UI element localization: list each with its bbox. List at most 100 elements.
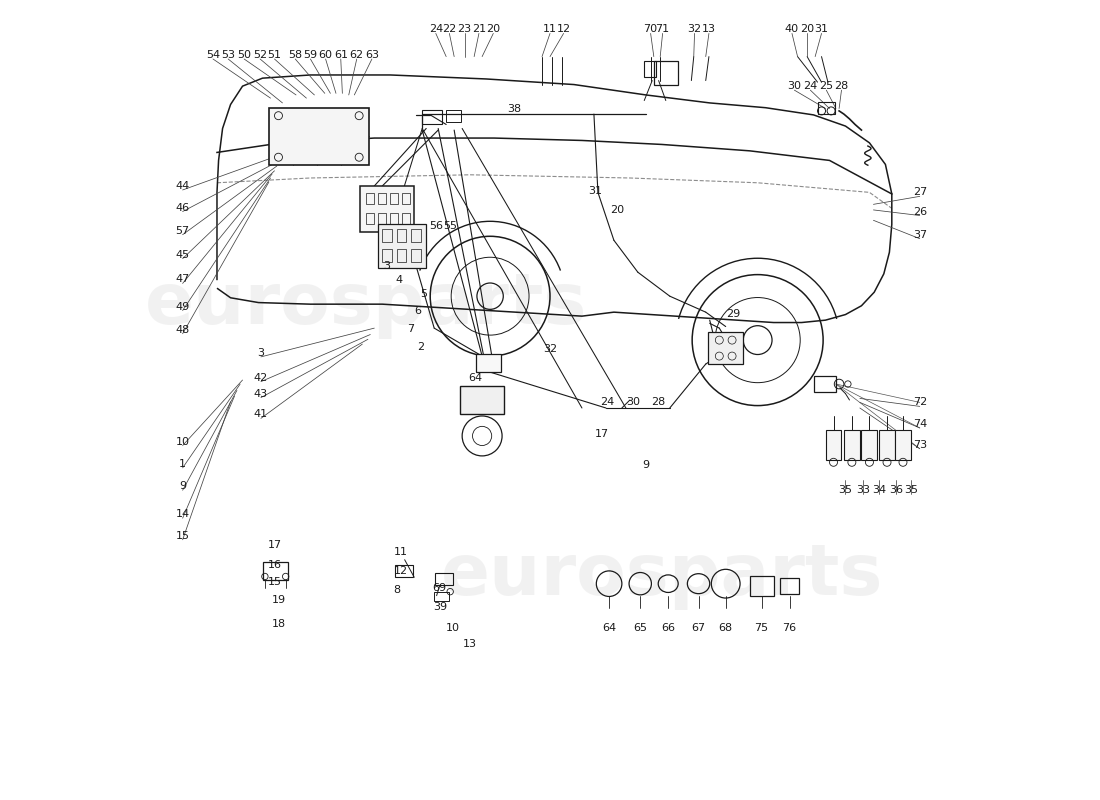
Text: 47: 47	[176, 274, 190, 285]
Text: 30: 30	[788, 81, 802, 91]
Text: 54: 54	[206, 50, 220, 60]
Text: 59: 59	[304, 50, 318, 60]
Text: 11: 11	[394, 546, 408, 557]
Text: 10: 10	[446, 622, 460, 633]
Bar	[475, 354, 502, 372]
Bar	[263, 562, 288, 580]
Bar	[895, 430, 911, 460]
Text: 61: 61	[333, 50, 348, 60]
Text: 2: 2	[417, 342, 425, 352]
Text: 43: 43	[254, 389, 268, 398]
Text: 53: 53	[221, 50, 235, 60]
Bar	[460, 386, 505, 414]
Bar	[750, 576, 773, 596]
Text: 13: 13	[463, 638, 477, 649]
Text: 15: 15	[267, 577, 282, 587]
Text: 25: 25	[820, 81, 834, 91]
Bar	[817, 102, 835, 114]
Text: 38: 38	[507, 104, 521, 114]
Text: 21: 21	[472, 25, 486, 34]
Text: 9: 9	[179, 482, 186, 491]
Bar	[390, 213, 398, 224]
Text: 56: 56	[430, 221, 443, 231]
Text: 18: 18	[272, 618, 286, 629]
Text: 26: 26	[913, 206, 927, 217]
Text: 41: 41	[254, 410, 268, 419]
Text: 15: 15	[176, 530, 189, 541]
Text: 68: 68	[718, 622, 733, 633]
Text: 76: 76	[782, 622, 796, 633]
Text: 10: 10	[176, 437, 189, 446]
Bar	[422, 110, 442, 125]
Bar	[390, 193, 398, 204]
Text: 75: 75	[755, 622, 769, 633]
Bar	[780, 578, 800, 594]
Bar	[397, 249, 406, 262]
Text: 24: 24	[601, 397, 615, 406]
Text: 65: 65	[634, 622, 647, 633]
Text: 24: 24	[429, 25, 443, 34]
Bar	[645, 61, 657, 77]
Text: 27: 27	[913, 187, 927, 198]
Bar	[378, 224, 426, 268]
Text: 13: 13	[702, 25, 716, 34]
Text: 58: 58	[288, 50, 302, 60]
Bar	[434, 573, 452, 586]
Bar	[378, 193, 386, 204]
Text: 35: 35	[838, 486, 853, 495]
Bar	[383, 249, 392, 262]
Bar	[844, 430, 860, 460]
Bar	[268, 108, 368, 166]
Text: 62: 62	[350, 50, 364, 60]
Bar	[653, 61, 678, 85]
Text: 22: 22	[442, 25, 456, 34]
Text: 16: 16	[268, 559, 283, 570]
Text: 17: 17	[595, 430, 609, 439]
Text: 64: 64	[468, 373, 482, 382]
Text: 5: 5	[420, 289, 427, 298]
Text: 31: 31	[814, 25, 828, 34]
Text: 34: 34	[872, 486, 887, 495]
Bar	[879, 430, 895, 460]
Text: 67: 67	[692, 622, 705, 633]
Text: 12: 12	[394, 566, 408, 576]
Text: 39: 39	[433, 602, 448, 612]
Text: 37: 37	[913, 230, 927, 240]
Text: 20: 20	[486, 25, 500, 34]
Text: 42: 42	[254, 373, 268, 382]
Bar	[825, 430, 842, 460]
Text: 71: 71	[656, 25, 670, 34]
Text: 36: 36	[889, 486, 903, 495]
Text: 64: 64	[602, 622, 616, 633]
Text: 72: 72	[913, 398, 927, 407]
Text: 28: 28	[651, 397, 666, 406]
Text: 6: 6	[415, 306, 421, 316]
Text: 49: 49	[176, 302, 190, 311]
Text: 11: 11	[543, 25, 557, 34]
Text: 29: 29	[727, 309, 740, 318]
Text: 1: 1	[179, 459, 186, 469]
Text: 60: 60	[319, 50, 332, 60]
Text: 52: 52	[253, 50, 267, 60]
Text: 40: 40	[785, 25, 799, 34]
Text: 28: 28	[835, 81, 848, 91]
Text: 12: 12	[557, 25, 571, 34]
Text: 35: 35	[904, 486, 918, 495]
Bar	[403, 213, 410, 224]
Bar	[366, 213, 374, 224]
Text: 44: 44	[176, 181, 190, 191]
Bar	[814, 376, 836, 392]
Bar	[708, 332, 744, 364]
Bar	[383, 229, 392, 242]
Text: 70: 70	[644, 25, 658, 34]
Text: 45: 45	[176, 250, 189, 260]
Text: eurosparts: eurosparts	[441, 541, 883, 610]
Bar	[378, 213, 386, 224]
Text: eurosparts: eurosparts	[145, 270, 587, 338]
Text: 3: 3	[384, 261, 390, 271]
Text: 66: 66	[661, 622, 675, 633]
Text: 73: 73	[913, 440, 927, 450]
Text: 19: 19	[272, 595, 286, 606]
Text: 51: 51	[267, 50, 282, 60]
Bar	[403, 193, 410, 204]
